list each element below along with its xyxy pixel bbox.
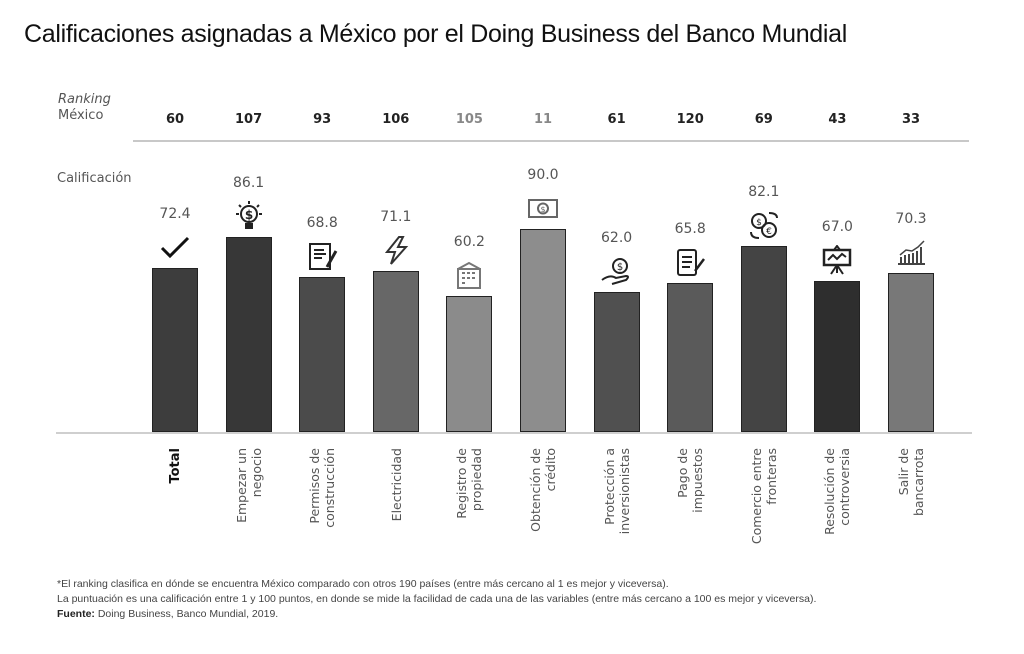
category-label-line: controversia bbox=[837, 448, 853, 526]
presentation-board-icon bbox=[820, 243, 854, 275]
bar bbox=[152, 268, 198, 432]
data-label: 72.4 bbox=[159, 206, 191, 223]
data-label: 65.8 bbox=[674, 221, 706, 238]
category-label-line: Protección a bbox=[601, 448, 617, 525]
bar bbox=[814, 280, 861, 432]
category-label-line: Registro de bbox=[454, 448, 470, 519]
category-label-line: Obtención de bbox=[528, 448, 543, 532]
category-label: Registro de propiedad bbox=[446, 448, 492, 568]
bar bbox=[888, 273, 934, 432]
source-label: Fuente: bbox=[57, 608, 95, 620]
category-label: Obtención de crédito bbox=[520, 448, 566, 568]
category-label-line: propiedad bbox=[469, 448, 485, 512]
checklist-pen-icon bbox=[673, 247, 707, 277]
category-label-line: Comercio entre bbox=[748, 448, 764, 545]
lightbulb-dollar-icon: $ bbox=[232, 201, 266, 231]
category-label-line: inversionistas bbox=[616, 448, 632, 535]
bar bbox=[225, 237, 272, 432]
ranking-value: 120 bbox=[676, 112, 704, 127]
banknote-icon: $ bbox=[526, 193, 560, 223]
data-label: 71.1 bbox=[380, 209, 412, 226]
ranking-value: 69 bbox=[754, 112, 773, 127]
lightning-icon bbox=[379, 235, 413, 265]
source-text: Doing Business, Banco Mundial, 2019. bbox=[94, 608, 279, 620]
category-label-line: fronteras bbox=[763, 448, 779, 505]
value-label: Calificación bbox=[57, 171, 132, 186]
category-label: Empezar un negocio bbox=[226, 448, 272, 568]
ranking-label-line2: México bbox=[58, 108, 104, 123]
chart-title: Calificaciones asignadas a México por el… bbox=[24, 20, 848, 48]
category-label-line: Empezar un bbox=[233, 448, 249, 523]
ranking-value: 43 bbox=[828, 112, 847, 127]
svg-text:€: € bbox=[766, 227, 772, 237]
ranking-label: Ranking México bbox=[58, 92, 111, 124]
ranking-value: 11 bbox=[533, 112, 553, 127]
ranking-value: 106 bbox=[382, 112, 410, 127]
category-label-line: Total bbox=[167, 448, 183, 484]
category-label: Pago de impuestos bbox=[667, 448, 713, 568]
bar bbox=[299, 276, 346, 432]
ranking-label-line1: Ranking bbox=[58, 92, 111, 107]
x-axis-baseline bbox=[56, 432, 972, 434]
data-label: 62.0 bbox=[601, 229, 633, 246]
category-label-line: bancarrota bbox=[911, 448, 926, 517]
hand-coin-icon: $ bbox=[600, 256, 634, 286]
data-label: 82.1 bbox=[748, 184, 780, 201]
category-label-line: Pago de bbox=[675, 448, 691, 498]
footnote-source: Fuente: Doing Business, Banco Mundial, 2… bbox=[57, 607, 816, 622]
category-label-line: crédito bbox=[543, 448, 558, 492]
category-label: Electricidad bbox=[373, 448, 419, 568]
category-label-line: Salir de bbox=[896, 448, 911, 496]
data-label: 70.3 bbox=[895, 211, 927, 228]
ranking-value: 107 bbox=[235, 112, 263, 127]
footnote-ranking: *El ranking clasifica en dónde se encuen… bbox=[57, 578, 669, 590]
svg-text:$: $ bbox=[540, 205, 545, 214]
category-label: Resolución de controversia bbox=[814, 448, 860, 568]
category-label: Protección a inversionistas bbox=[594, 448, 640, 568]
bar bbox=[740, 246, 787, 432]
ranking-value: 60 bbox=[165, 112, 185, 127]
category-label: Salir de bancarrota bbox=[888, 448, 934, 568]
bar bbox=[593, 291, 640, 432]
data-label: 60.2 bbox=[453, 233, 485, 250]
currency-exchange-icon: $ € bbox=[747, 210, 781, 240]
bar bbox=[520, 228, 566, 432]
check-icon bbox=[158, 232, 192, 262]
category-label: Permisos de construcción bbox=[299, 448, 345, 568]
data-label: 90.0 bbox=[527, 166, 559, 183]
ranking-value: 33 bbox=[901, 112, 921, 127]
category-label-line: construcción bbox=[322, 448, 338, 528]
svg-text:$: $ bbox=[756, 218, 762, 228]
ranking-value: 93 bbox=[313, 112, 332, 127]
building-icon bbox=[452, 260, 486, 290]
category-label: Comercio entre fronteras bbox=[741, 448, 787, 568]
footnotes: *El ranking clasifica en dónde se encuen… bbox=[57, 577, 816, 622]
category-label-line: negocio bbox=[248, 448, 264, 498]
category-label-line: Permisos de bbox=[307, 448, 323, 524]
document-pen-icon bbox=[305, 241, 339, 271]
bar bbox=[446, 295, 493, 432]
ranking-value: 61 bbox=[607, 112, 626, 127]
category-label-line: impuestos bbox=[690, 448, 706, 513]
category-label-line: Resolución de bbox=[822, 448, 838, 535]
bar bbox=[667, 283, 714, 432]
ranking-divider bbox=[133, 140, 969, 142]
ranking-value: 105 bbox=[455, 112, 483, 127]
svg-text:$: $ bbox=[616, 262, 622, 273]
data-label: 68.8 bbox=[306, 214, 338, 231]
bar bbox=[372, 271, 419, 432]
data-label: 86.1 bbox=[233, 175, 265, 192]
growth-chart-icon bbox=[894, 237, 928, 267]
category-label-line: Electricidad bbox=[388, 448, 404, 522]
data-label: 67.0 bbox=[821, 218, 853, 235]
category-label: Total bbox=[152, 448, 198, 568]
footnote-score: La puntuación es una calificación entre … bbox=[57, 593, 817, 605]
svg-text:$: $ bbox=[244, 208, 252, 222]
